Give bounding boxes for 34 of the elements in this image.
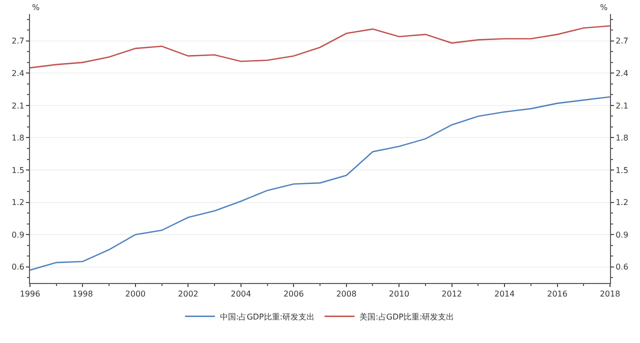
- y-tick-label: 1.5: [12, 166, 24, 175]
- legend-label: 中国:占GDP比重:研发支出: [220, 312, 315, 322]
- y-tick-label: 2.1: [12, 101, 24, 110]
- y-tick-label: 0.9: [12, 230, 24, 240]
- x-tick-label: 2006: [283, 290, 304, 299]
- legend-label: 美国:占GDP比重:研发支出: [360, 312, 454, 322]
- x-tick-label: 2008: [336, 290, 357, 299]
- x-tick-label: 2018: [600, 290, 620, 299]
- y-axis-title: %: [32, 3, 40, 12]
- x-tick-label: 1996: [20, 290, 40, 299]
- x-tick-label: 2004: [230, 290, 252, 299]
- y2-tick-label: 2.4: [616, 68, 628, 78]
- y2-tick-label: 2.1: [616, 101, 628, 110]
- y-tick-label: 0.6: [12, 262, 24, 272]
- y2-tick-label: 2.7: [616, 36, 628, 46]
- y-tick-label: 1.8: [12, 134, 24, 143]
- x-tick-label: 2014: [494, 290, 515, 299]
- y2-tick-label: 1.8: [616, 134, 628, 143]
- x-tick-label: 1998: [72, 290, 93, 299]
- y2-axis-title: %: [600, 3, 608, 12]
- y-tick-label: 2.4: [12, 68, 24, 78]
- line-series: [30, 96, 610, 271]
- y2-tick-label: 0.6: [616, 262, 628, 272]
- x-tick-label: 2002: [178, 290, 198, 299]
- y2-tick-label: 1.2: [616, 198, 628, 208]
- x-tick-label: 2010: [388, 290, 410, 299]
- x-tick-label: 2000: [125, 290, 146, 299]
- y2-tick-label: 0.9: [616, 230, 628, 240]
- y2-tick-label: 1.5: [616, 166, 628, 175]
- x-tick-label: 2012: [442, 290, 462, 299]
- line-series: [30, 25, 610, 68]
- x-tick-label: 2016: [547, 290, 568, 299]
- y-tick-label: 2.7: [12, 36, 24, 46]
- y-tick-label: 1.2: [12, 198, 24, 208]
